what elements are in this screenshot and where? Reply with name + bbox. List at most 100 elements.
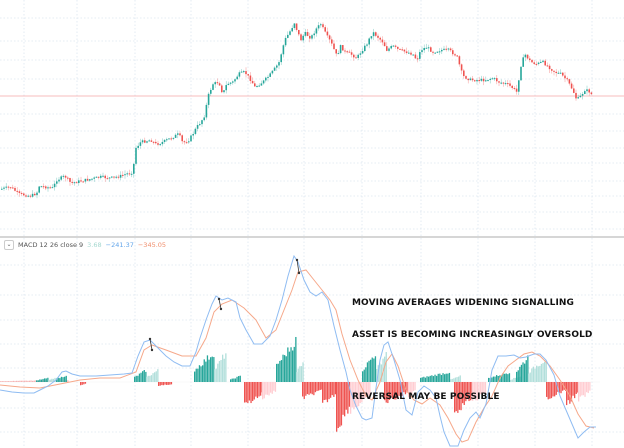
histogram-bar — [347, 382, 349, 414]
candle — [500, 79, 502, 85]
candle — [287, 31, 289, 39]
candle — [144, 137, 146, 144]
histogram-bar — [203, 359, 205, 382]
histogram-bar — [38, 380, 40, 382]
histogram-bar — [276, 363, 278, 382]
chart-annotation: MOVING AVERAGES WIDENING SIGNALLING ASSE… — [352, 277, 592, 413]
histogram-bar — [432, 376, 435, 382]
histogram-bar — [424, 377, 427, 382]
candle — [575, 89, 577, 101]
histogram-bar — [460, 382, 462, 411]
candle — [520, 66, 522, 81]
candle — [581, 92, 584, 100]
candle — [93, 176, 95, 182]
price-pane[interactable] — [0, 22, 624, 199]
candle — [309, 32, 311, 43]
histogram-bar — [0, 381, 2, 383]
histogram-bar — [161, 382, 163, 386]
histogram-bar — [368, 360, 370, 382]
histogram-bar — [505, 373, 507, 382]
histogram-bar — [366, 382, 368, 398]
histogram-bar — [539, 365, 541, 382]
histogram-bar — [400, 382, 402, 397]
histogram-bar — [326, 382, 329, 403]
signal-value: −345.05 — [137, 241, 167, 249]
candle — [357, 53, 359, 60]
candle — [14, 186, 16, 192]
histogram-bar — [318, 382, 320, 391]
histogram-bar — [150, 375, 153, 382]
histogram-bar — [80, 382, 82, 386]
histogram-bar — [468, 382, 470, 402]
histogram-bar — [491, 377, 493, 382]
histogram-bar — [536, 365, 538, 382]
candle — [137, 142, 139, 150]
candle — [540, 59, 542, 64]
candle — [78, 177, 80, 186]
candle — [394, 44, 397, 49]
candle — [326, 27, 329, 38]
histogram-bar — [442, 373, 444, 382]
histogram-bar — [35, 380, 37, 382]
histogram-bar — [143, 369, 145, 382]
candle — [449, 47, 452, 52]
histogram-bar — [458, 376, 460, 382]
histogram-bar — [577, 382, 579, 393]
histogram-bar — [285, 356, 287, 382]
candle — [456, 54, 458, 57]
histogram-bar — [9, 381, 11, 382]
histogram-bar — [362, 371, 364, 382]
histogram-bar — [475, 382, 477, 401]
histogram-bar — [579, 382, 581, 397]
candle — [350, 49, 353, 58]
histogram-bar — [297, 368, 299, 382]
histogram-bar — [42, 378, 44, 382]
candle — [174, 133, 177, 139]
histogram-bar — [575, 382, 577, 394]
candle — [322, 22, 324, 29]
candle — [201, 119, 203, 127]
histogram-bar — [208, 359, 210, 382]
histogram-bar — [169, 382, 171, 385]
histogram-bar — [455, 382, 457, 412]
candle — [16, 187, 18, 196]
candle — [7, 185, 10, 191]
histogram-bar — [24, 380, 26, 382]
candle — [381, 36, 384, 46]
histogram-bar — [572, 382, 574, 396]
histogram-bar — [164, 382, 166, 385]
indicator-name[interactable]: MACD 12 26 close 9 — [18, 241, 84, 249]
histogram-bar — [258, 382, 260, 397]
candle — [467, 78, 469, 84]
candle — [577, 94, 579, 99]
histogram-bar — [36, 380, 39, 382]
candle — [276, 64, 278, 71]
histogram-bar — [274, 382, 277, 392]
candle — [278, 60, 280, 70]
histogram-bar — [390, 382, 392, 398]
histogram-bar — [385, 382, 387, 403]
histogram-bar — [395, 382, 397, 400]
candle — [434, 52, 436, 54]
histogram-bar — [134, 376, 136, 382]
candle — [469, 76, 472, 81]
candle — [324, 25, 326, 33]
histogram-bar — [239, 375, 241, 382]
histogram-bar — [19, 380, 21, 382]
candle — [544, 58, 546, 67]
candle — [289, 29, 291, 36]
histogram-bar — [331, 382, 333, 396]
histogram-bar — [28, 380, 31, 382]
histogram-bar — [412, 382, 415, 392]
histogram-bar — [569, 382, 571, 404]
chevron-down-icon[interactable]: ⌄ — [4, 240, 14, 250]
candle — [509, 80, 511, 88]
candle — [344, 48, 346, 54]
candle — [513, 86, 516, 91]
candle — [295, 23, 298, 32]
macd-pane[interactable] — [0, 254, 600, 447]
histogram-bar — [59, 378, 61, 382]
histogram-bar — [392, 382, 394, 399]
histogram-bar — [350, 382, 352, 414]
